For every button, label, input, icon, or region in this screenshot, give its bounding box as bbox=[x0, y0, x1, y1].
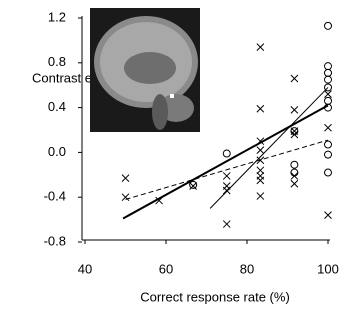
brain-inset bbox=[90, 8, 200, 132]
circle-point bbox=[291, 169, 298, 176]
x-point bbox=[325, 212, 332, 219]
circle-point bbox=[325, 141, 332, 148]
chart: Contrast estimate Correct response rate … bbox=[0, 0, 350, 320]
brainstem bbox=[152, 94, 168, 130]
x-point bbox=[291, 75, 298, 82]
x-tick-label: 80 bbox=[240, 261, 254, 276]
x-point bbox=[325, 91, 332, 98]
x-tick-label: 100 bbox=[317, 261, 339, 276]
y-tick-label: -0.4 bbox=[44, 189, 66, 204]
x-tick-label: 60 bbox=[159, 261, 173, 276]
x-point bbox=[257, 193, 264, 200]
circle-point bbox=[190, 181, 197, 188]
y-tick-label: 0.0 bbox=[48, 144, 66, 159]
circle-point bbox=[325, 69, 332, 76]
y-tick-label: 0.8 bbox=[48, 54, 66, 69]
page: {"chart_data": {"type": "scatter", "xlab… bbox=[0, 0, 350, 320]
x-point bbox=[257, 44, 264, 51]
x-point bbox=[291, 180, 298, 187]
x-point bbox=[122, 194, 129, 201]
circle-point bbox=[291, 161, 298, 168]
circle-point bbox=[325, 63, 332, 70]
circle-point bbox=[223, 150, 230, 157]
x-point bbox=[223, 187, 230, 194]
circle-point bbox=[325, 151, 332, 158]
x-axis-label: Correct response rate (%) bbox=[140, 289, 290, 304]
x-point bbox=[325, 124, 332, 131]
brain-ventricle bbox=[124, 52, 176, 84]
x-point bbox=[122, 175, 129, 182]
roi-marker bbox=[170, 94, 174, 98]
y-tick-label: -0.8 bbox=[44, 233, 66, 248]
y-tick-label: 1.2 bbox=[48, 9, 66, 24]
x-point bbox=[223, 172, 230, 179]
x-point bbox=[257, 177, 264, 184]
x-point bbox=[257, 105, 264, 112]
x-point bbox=[223, 221, 230, 228]
circle-point bbox=[325, 97, 332, 104]
x-point bbox=[291, 106, 298, 113]
circle-point bbox=[325, 22, 332, 29]
circle-point bbox=[325, 169, 332, 176]
x-point bbox=[257, 147, 264, 154]
fit-line bbox=[210, 87, 328, 208]
x-tick-label: 40 bbox=[78, 261, 92, 276]
y-tick-label: 0.4 bbox=[48, 99, 66, 114]
circle-point bbox=[325, 76, 332, 83]
